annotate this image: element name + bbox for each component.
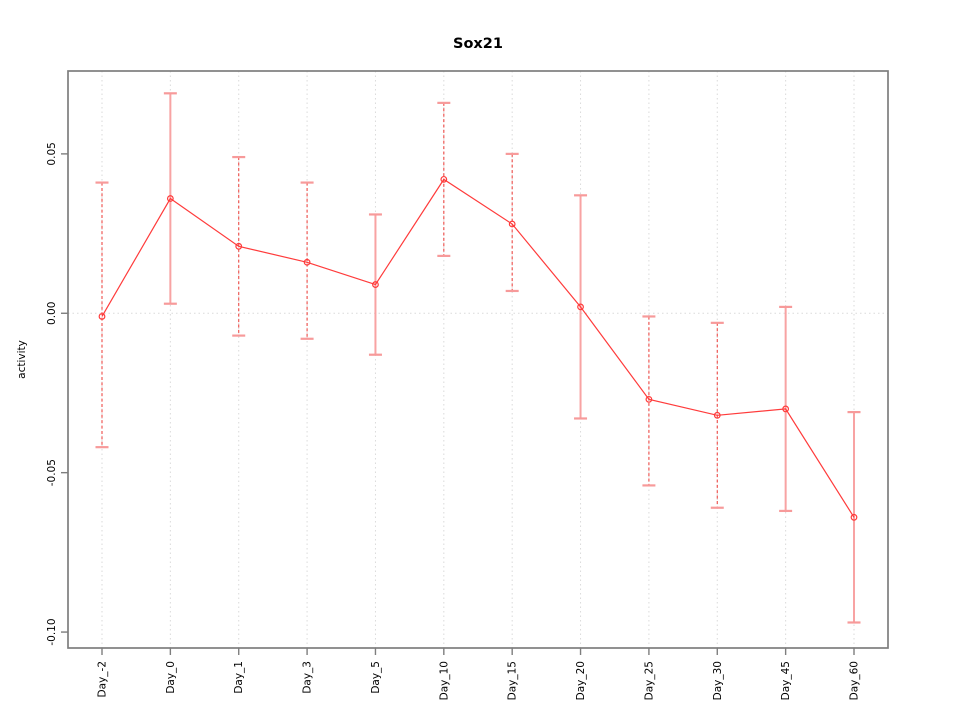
data-point bbox=[166, 195, 174, 202]
data-point bbox=[235, 242, 243, 250]
y-tick-label: -0.05 bbox=[46, 459, 58, 486]
x-tick-label: Day_30 bbox=[712, 661, 724, 700]
data-point bbox=[372, 281, 379, 288]
plot-border bbox=[67, 70, 889, 649]
data-point bbox=[577, 303, 584, 311]
data-point bbox=[645, 395, 653, 403]
plot-area: 0.05 0.00 -0.05 -0.10 Day_-2 Day_0 Day_1 Day_3 D… bbox=[46, 70, 889, 700]
x-tick-label: Day_60 bbox=[849, 661, 861, 700]
data-point bbox=[508, 220, 516, 228]
data-point bbox=[713, 411, 721, 419]
x-tick-label: Day_-2 bbox=[97, 661, 109, 697]
y-axis-title: activity bbox=[16, 340, 28, 379]
series-line bbox=[101, 178, 855, 518]
x-tick-label: Day_45 bbox=[780, 661, 792, 700]
data-point bbox=[850, 513, 858, 521]
y-tick-label: 0.00 bbox=[46, 302, 58, 325]
x-tick-label: Day_25 bbox=[643, 661, 655, 700]
chart-title: Sox21 bbox=[453, 36, 503, 52]
x-tick-label: Day_10 bbox=[438, 661, 450, 700]
y-tick-label: 0.05 bbox=[46, 142, 58, 165]
x-tick-label: Day_0 bbox=[165, 661, 177, 694]
x-tick-label: Day_20 bbox=[575, 661, 587, 700]
data-point bbox=[440, 175, 448, 183]
data-point bbox=[782, 405, 790, 413]
x-tick-label: Day_3 bbox=[302, 661, 314, 694]
data-point bbox=[98, 313, 106, 320]
x-tick-label: Day_1 bbox=[233, 661, 245, 694]
x-tick-label: Day_5 bbox=[370, 661, 382, 694]
y-tick-label: -0.10 bbox=[46, 618, 58, 645]
data-point bbox=[303, 258, 311, 266]
x-tick-label: Day_15 bbox=[507, 661, 519, 700]
